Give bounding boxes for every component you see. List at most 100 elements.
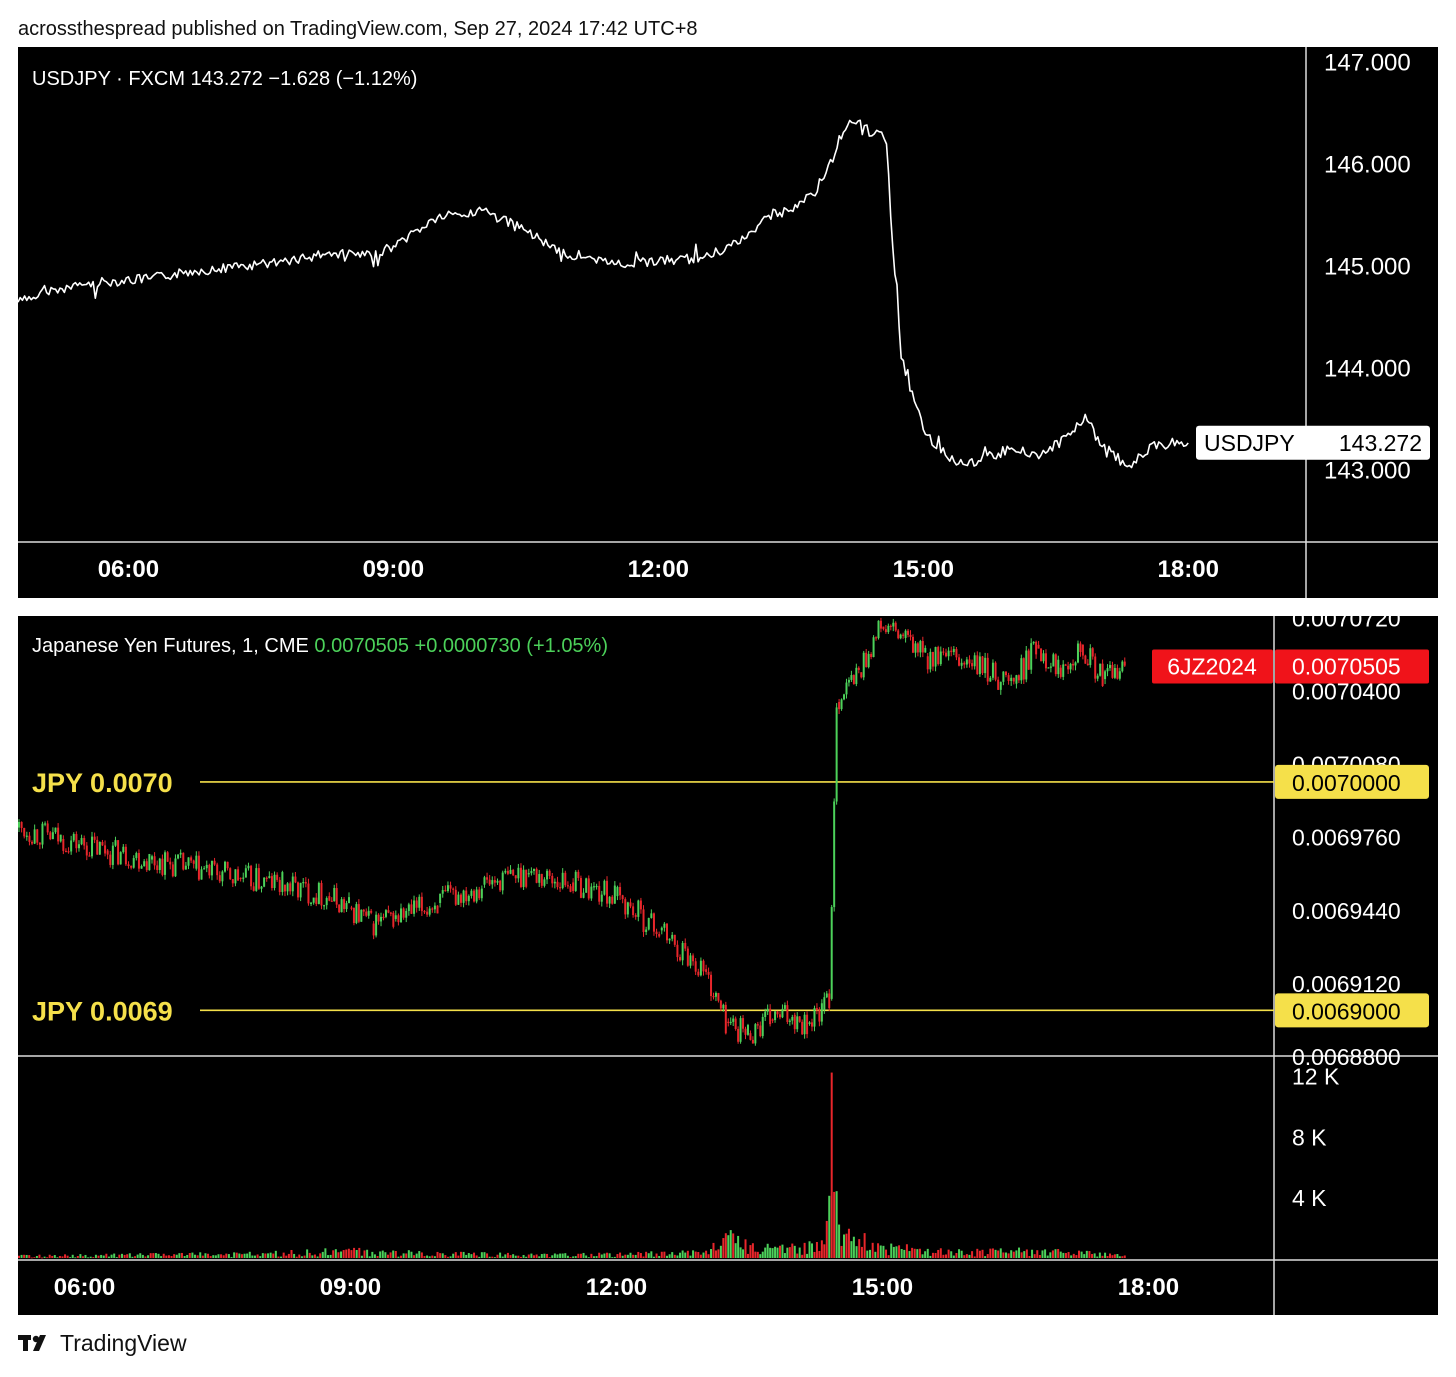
candle-body bbox=[218, 875, 221, 882]
candle-body bbox=[978, 656, 981, 675]
candle-body bbox=[1044, 653, 1047, 669]
candle-body bbox=[348, 897, 351, 904]
volume-bar bbox=[459, 1251, 462, 1258]
volume-bar bbox=[921, 1254, 924, 1258]
candle-body bbox=[1067, 665, 1070, 670]
volume-bar bbox=[999, 1248, 1002, 1258]
candle-body bbox=[1027, 650, 1030, 670]
candle-body bbox=[971, 663, 974, 667]
volume-bar bbox=[1004, 1252, 1007, 1258]
candle-body bbox=[852, 675, 855, 684]
candle-body bbox=[634, 915, 637, 917]
candle-body bbox=[320, 882, 323, 906]
volume-bar bbox=[937, 1249, 940, 1258]
candle-body bbox=[486, 877, 489, 880]
candle-body bbox=[491, 880, 494, 885]
candle-body bbox=[788, 1020, 791, 1022]
candle-body bbox=[960, 662, 963, 666]
volume-bar bbox=[113, 1253, 116, 1258]
volume-bar bbox=[820, 1240, 823, 1258]
candle-body bbox=[426, 911, 429, 915]
volume-bar bbox=[1033, 1254, 1036, 1258]
candle-body bbox=[101, 841, 104, 846]
volume-bar bbox=[267, 1253, 270, 1258]
volume-bar bbox=[368, 1256, 371, 1258]
volume-bar bbox=[233, 1252, 236, 1258]
volume-bar bbox=[973, 1256, 976, 1258]
candle-body bbox=[1108, 664, 1111, 669]
candle-body bbox=[815, 1008, 818, 1011]
usdjpy-chart-panel[interactable]: 147.000 146.000 145.000 144.000 143.000 06:00… bbox=[18, 47, 1438, 598]
volume-bar bbox=[835, 1191, 838, 1258]
candle-body bbox=[83, 838, 86, 846]
volume-bar bbox=[483, 1252, 486, 1258]
candle-body bbox=[862, 652, 865, 678]
candle-body bbox=[1007, 675, 1010, 681]
candle-body bbox=[926, 656, 929, 670]
volume-bar bbox=[470, 1254, 473, 1258]
candle-body bbox=[72, 834, 75, 841]
volume-bar bbox=[592, 1256, 595, 1258]
volume-bar bbox=[882, 1245, 885, 1258]
candle-body bbox=[1111, 664, 1114, 678]
candle-body bbox=[658, 934, 661, 937]
candle-body bbox=[577, 871, 580, 878]
volume-bar bbox=[118, 1254, 121, 1258]
volume-bar bbox=[684, 1252, 687, 1258]
candle-body bbox=[778, 1014, 781, 1018]
volume-bar bbox=[1025, 1249, 1028, 1258]
y-tick-label: 0.0069120 bbox=[1292, 971, 1401, 997]
candle-body bbox=[598, 885, 601, 902]
candle-body bbox=[1030, 643, 1033, 670]
candle-body bbox=[840, 699, 843, 710]
candle-body bbox=[1015, 675, 1018, 684]
volume-bar bbox=[170, 1256, 173, 1258]
volume-bar bbox=[475, 1255, 478, 1258]
price-tag-label-box bbox=[1152, 649, 1273, 684]
volume-bar bbox=[1049, 1252, 1052, 1258]
candle-body bbox=[184, 865, 187, 870]
volume-bar bbox=[942, 1254, 945, 1258]
candle-body bbox=[75, 834, 78, 849]
candle-body bbox=[624, 899, 627, 915]
volume-bar bbox=[366, 1249, 369, 1258]
candle-body bbox=[423, 911, 426, 913]
candle-body bbox=[727, 1021, 730, 1024]
usdjpy-chart[interactable]: 147.000 146.000 145.000 144.000 143.000 06:00… bbox=[18, 47, 1438, 598]
candle-body bbox=[616, 886, 619, 897]
volume-bar bbox=[1093, 1253, 1096, 1258]
candle-body bbox=[556, 881, 559, 888]
volume-bar bbox=[572, 1256, 575, 1258]
volume-bar bbox=[53, 1255, 56, 1258]
volume-bar bbox=[600, 1254, 603, 1258]
volume-bar bbox=[452, 1253, 455, 1258]
candle-body bbox=[694, 961, 697, 972]
volume-bar bbox=[694, 1251, 697, 1258]
volume-bar bbox=[559, 1253, 562, 1258]
volume-bar bbox=[1059, 1251, 1062, 1258]
candle-body bbox=[210, 860, 213, 876]
volume-bar bbox=[801, 1254, 804, 1258]
volume-bar bbox=[316, 1256, 319, 1258]
candle-body bbox=[803, 1014, 806, 1035]
volume-bar bbox=[240, 1254, 243, 1258]
volume-bar bbox=[788, 1247, 791, 1258]
y-tick-label: 0.0069440 bbox=[1292, 898, 1401, 924]
volume-bar bbox=[473, 1252, 476, 1258]
candle-body bbox=[1062, 664, 1065, 677]
candle-body bbox=[574, 871, 577, 891]
volume-bar bbox=[340, 1251, 343, 1258]
candle-body bbox=[343, 899, 346, 910]
volume-bar bbox=[131, 1256, 134, 1258]
candle-body bbox=[595, 885, 598, 888]
volume-bar bbox=[207, 1253, 210, 1258]
candle-body bbox=[270, 876, 273, 888]
volume-bar bbox=[652, 1256, 655, 1258]
volume-bar bbox=[679, 1252, 682, 1258]
volume-bar bbox=[579, 1253, 582, 1258]
yen-futures-chart-panel[interactable]: 0.0070720 0.0070400 0.0070080 0.0069760 0.00… bbox=[18, 616, 1438, 1315]
volume-bar bbox=[18, 1255, 20, 1258]
candle-body bbox=[514, 875, 517, 879]
volume-bars bbox=[18, 1072, 1126, 1259]
yen-futures-chart[interactable]: 0.00707200.00704000.00700800.00697600.00… bbox=[18, 616, 1438, 1315]
